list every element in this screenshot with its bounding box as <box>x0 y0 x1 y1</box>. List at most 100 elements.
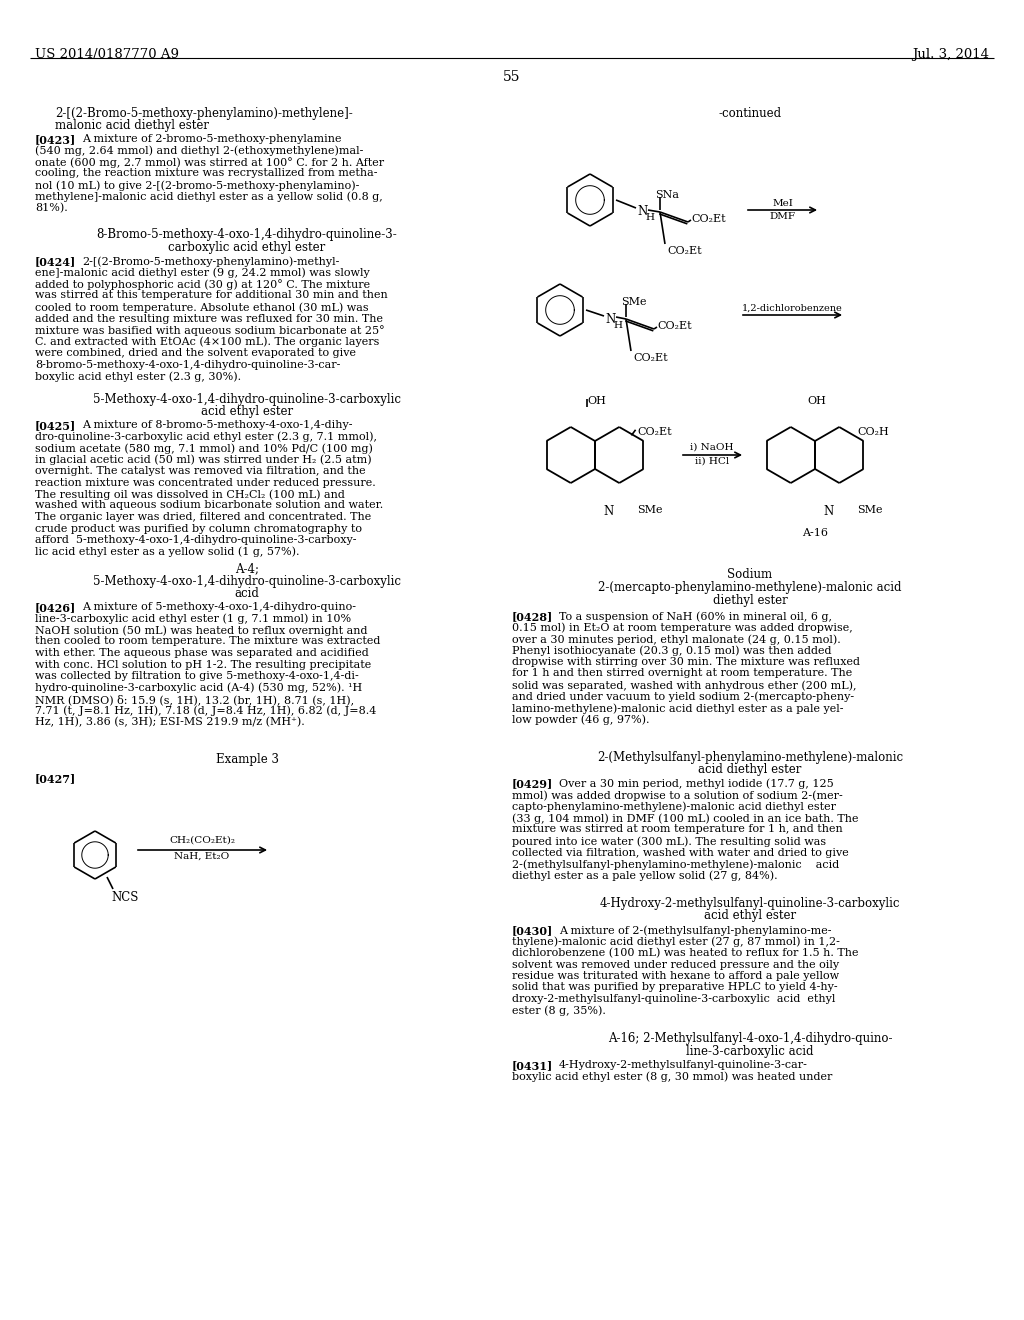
Text: N: N <box>823 506 834 519</box>
Text: sodium acetate (580 mg, 7.1 mmol) and 10% Pd/C (100 mg): sodium acetate (580 mg, 7.1 mmol) and 10… <box>35 444 373 454</box>
Text: acid ethyl ester: acid ethyl ester <box>703 909 796 923</box>
Text: Over a 30 min period, methyl iodide (17.7 g, 125: Over a 30 min period, methyl iodide (17.… <box>559 779 834 789</box>
Text: capto-phenylamino-methylene)-malonic acid diethyl ester: capto-phenylamino-methylene)-malonic aci… <box>512 801 836 812</box>
Text: mmol) was added dropwise to a solution of sodium 2-(mer-: mmol) was added dropwise to a solution o… <box>512 789 843 800</box>
Text: [0425]: [0425] <box>35 420 76 432</box>
Text: 5-Methoxy-4-oxo-1,4-dihydro-quinoline-3-carboxylic: 5-Methoxy-4-oxo-1,4-dihydro-quinoline-3-… <box>93 574 401 587</box>
Text: [0427]: [0427] <box>35 774 76 784</box>
Text: (540 mg, 2.64 mmol) and diethyl 2-(ethoxymethylene)mal-: (540 mg, 2.64 mmol) and diethyl 2-(ethox… <box>35 145 364 156</box>
Text: reaction mixture was concentrated under reduced pressure.: reaction mixture was concentrated under … <box>35 478 376 487</box>
Text: Hz, 1H), 3.86 (s, 3H); ESI-MS 219.9 m/z (MH⁺).: Hz, 1H), 3.86 (s, 3H); ESI-MS 219.9 m/z … <box>35 717 305 727</box>
Text: 2-(methylsulfanyl-phenylamino-methylene)-malonic    acid: 2-(methylsulfanyl-phenylamino-methylene)… <box>512 859 840 870</box>
Text: H: H <box>645 213 654 222</box>
Text: MeI: MeI <box>772 199 793 209</box>
Text: DMF: DMF <box>769 213 796 220</box>
Text: -continued: -continued <box>719 107 781 120</box>
Text: lic acid ethyl ester as a yellow solid (1 g, 57%).: lic acid ethyl ester as a yellow solid (… <box>35 546 299 557</box>
Text: i) NaOH: i) NaOH <box>690 444 734 451</box>
Text: for 1 h and then stirred overnight at room temperature. The: for 1 h and then stirred overnight at ro… <box>512 668 852 678</box>
Text: 0.15 mol) in Et₂O at room temperature was added dropwise,: 0.15 mol) in Et₂O at room temperature wa… <box>512 623 853 634</box>
Text: boxylic acid ethyl ester (8 g, 30 mmol) was heated under: boxylic acid ethyl ester (8 g, 30 mmol) … <box>512 1072 833 1082</box>
Text: A-4;: A-4; <box>234 562 259 576</box>
Text: NaOH solution (50 mL) was heated to reflux overnight and: NaOH solution (50 mL) was heated to refl… <box>35 624 368 635</box>
Text: low powder (46 g, 97%).: low powder (46 g, 97%). <box>512 714 649 725</box>
Text: The resulting oil was dissolved in CH₂Cl₂ (100 mL) and: The resulting oil was dissolved in CH₂Cl… <box>35 488 345 499</box>
Text: NMR (DMSO) δ: 15.9 (s, 1H), 13.2 (br, 1H), 8.71 (s, 1H),: NMR (DMSO) δ: 15.9 (s, 1H), 13.2 (br, 1H… <box>35 694 354 705</box>
Text: 55: 55 <box>503 70 521 84</box>
Text: H: H <box>613 321 622 330</box>
Text: A mixture of 8-bromo-5-methoxy-4-oxo-1,4-dihy-: A mixture of 8-bromo-5-methoxy-4-oxo-1,4… <box>82 420 352 430</box>
Text: [0424]: [0424] <box>35 256 76 267</box>
Text: A-16; 2-Methylsulfanyl-4-oxo-1,4-dihydro-quino-: A-16; 2-Methylsulfanyl-4-oxo-1,4-dihydro… <box>608 1032 892 1045</box>
Text: SMe: SMe <box>857 506 883 515</box>
Text: 8-bromo-5-methoxy-4-oxo-1,4-dihydro-quinoline-3-car-: 8-bromo-5-methoxy-4-oxo-1,4-dihydro-quin… <box>35 359 340 370</box>
Text: droxy-2-methylsulfanyl-quinoline-3-carboxylic  acid  ethyl: droxy-2-methylsulfanyl-quinoline-3-carbo… <box>512 994 836 1005</box>
Text: N: N <box>605 313 615 326</box>
Text: The organic layer was dried, filtered and concentrated. The: The organic layer was dried, filtered an… <box>35 512 372 521</box>
Text: 8-Bromo-5-methoxy-4-oxo-1,4-dihydro-quinoline-3-: 8-Bromo-5-methoxy-4-oxo-1,4-dihydro-quin… <box>96 228 397 242</box>
Text: 4-Hydroxy-2-methylsulfanyl-quinoline-3-car-: 4-Hydroxy-2-methylsulfanyl-quinoline-3-c… <box>559 1060 808 1071</box>
Text: 4-Hydroxy-2-methylsulfanyl-quinoline-3-carboxylic: 4-Hydroxy-2-methylsulfanyl-quinoline-3-c… <box>600 898 900 909</box>
Text: cooled to room temperature. Absolute ethanol (30 mL) was: cooled to room temperature. Absolute eth… <box>35 302 369 313</box>
Text: CO₂H: CO₂H <box>857 426 889 437</box>
Text: [0429]: [0429] <box>512 779 553 789</box>
Text: Example 3: Example 3 <box>215 752 279 766</box>
Text: OH: OH <box>587 396 606 407</box>
Text: thylene)-malonic acid diethyl ester (27 g, 87 mmol) in 1,2-: thylene)-malonic acid diethyl ester (27 … <box>512 936 840 946</box>
Text: Sodium: Sodium <box>727 568 772 581</box>
Text: 2-[(2-Bromo-5-methoxy-phenylamino)-methyl-: 2-[(2-Bromo-5-methoxy-phenylamino)-methy… <box>82 256 339 267</box>
Text: with ether. The aqueous phase was separated and acidified: with ether. The aqueous phase was separa… <box>35 648 369 657</box>
Text: [0426]: [0426] <box>35 602 76 612</box>
Text: mixture was stirred at room temperature for 1 h, and then: mixture was stirred at room temperature … <box>512 825 843 834</box>
Text: cooling, the reaction mixture was recrystallized from metha-: cooling, the reaction mixture was recrys… <box>35 169 378 178</box>
Text: washed with aqueous sodium bicarbonate solution and water.: washed with aqueous sodium bicarbonate s… <box>35 500 383 511</box>
Text: were combined, dried and the solvent evaporated to give: were combined, dried and the solvent eva… <box>35 348 356 358</box>
Text: line-3-carboxylic acid: line-3-carboxylic acid <box>686 1044 814 1057</box>
Text: A mixture of 2-(methylsulfanyl-phenylamino-me-: A mixture of 2-(methylsulfanyl-phenylami… <box>559 925 831 936</box>
Text: CO₂Et: CO₂Et <box>637 426 672 437</box>
Text: then cooled to room temperature. The mixture was extracted: then cooled to room temperature. The mix… <box>35 636 380 647</box>
Text: [0423]: [0423] <box>35 135 76 145</box>
Text: dro-quinoline-3-carboxylic acid ethyl ester (2.3 g, 7.1 mmol),: dro-quinoline-3-carboxylic acid ethyl es… <box>35 432 377 442</box>
Text: A mixture of 5-methoxy-4-oxo-1,4-dihydro-quino-: A mixture of 5-methoxy-4-oxo-1,4-dihydro… <box>82 602 356 612</box>
Text: dichlorobenzene (100 mL) was heated to reflux for 1.5 h. The: dichlorobenzene (100 mL) was heated to r… <box>512 948 858 958</box>
Text: acid diethyl ester: acid diethyl ester <box>698 763 802 776</box>
Text: with conc. HCl solution to pH 1-2. The resulting precipitate: with conc. HCl solution to pH 1-2. The r… <box>35 660 372 669</box>
Text: ester (8 g, 35%).: ester (8 g, 35%). <box>512 1006 606 1016</box>
Text: was stirred at this temperature for additional 30 min and then: was stirred at this temperature for addi… <box>35 290 388 301</box>
Text: To a suspension of NaH (60% in mineral oil, 6 g,: To a suspension of NaH (60% in mineral o… <box>559 611 831 622</box>
Text: residue was triturated with hexane to afford a pale yellow: residue was triturated with hexane to af… <box>512 972 839 981</box>
Text: overnight. The catalyst was removed via filtration, and the: overnight. The catalyst was removed via … <box>35 466 366 477</box>
Text: (33 g, 104 mmol) in DMF (100 mL) cooled in an ice bath. The: (33 g, 104 mmol) in DMF (100 mL) cooled … <box>512 813 858 824</box>
Text: diethyl ester: diethyl ester <box>713 594 787 607</box>
Text: OH: OH <box>807 396 826 407</box>
Text: 81%).: 81%). <box>35 203 68 214</box>
Text: SMe: SMe <box>621 297 646 308</box>
Text: hydro-quinoline-3-carboxylic acid (A-4) (530 mg, 52%). ¹H: hydro-quinoline-3-carboxylic acid (A-4) … <box>35 682 362 693</box>
Text: [0430]: [0430] <box>512 925 553 936</box>
Text: methylene]-malonic acid diethyl ester as a yellow solid (0.8 g,: methylene]-malonic acid diethyl ester as… <box>35 191 383 202</box>
Text: ene]-malonic acid diethyl ester (9 g, 24.2 mmol) was slowly: ene]-malonic acid diethyl ester (9 g, 24… <box>35 268 370 279</box>
Text: CO₂Et: CO₂Et <box>667 246 701 256</box>
Text: N: N <box>603 506 613 519</box>
Text: C. and extracted with EtOAc (4×100 mL). The organic layers: C. and extracted with EtOAc (4×100 mL). … <box>35 337 379 347</box>
Text: solid was separated, washed with anhydrous ether (200 mL),: solid was separated, washed with anhydro… <box>512 680 856 690</box>
Text: onate (600 mg, 2.7 mmol) was stirred at 100° C. for 2 h. After: onate (600 mg, 2.7 mmol) was stirred at … <box>35 157 384 168</box>
Text: 2-(Methylsulfanyl-phenylamino-methylene)-malonic: 2-(Methylsulfanyl-phenylamino-methylene)… <box>597 751 903 763</box>
Text: was collected by filtration to give 5-methoxy-4-oxo-1,4-di-: was collected by filtration to give 5-me… <box>35 671 358 681</box>
Text: NaH, Et₂O: NaH, Et₂O <box>174 851 229 861</box>
Text: CO₂Et: CO₂Et <box>633 352 668 363</box>
Text: nol (10 mL) to give 2-[(2-bromo-5-methoxy-phenylamino)-: nol (10 mL) to give 2-[(2-bromo-5-methox… <box>35 180 359 190</box>
Text: NCS: NCS <box>111 891 138 904</box>
Text: crude product was purified by column chromatography to: crude product was purified by column chr… <box>35 524 362 533</box>
Text: and dried under vacuum to yield sodium 2-(mercapto-pheny-: and dried under vacuum to yield sodium 2… <box>512 692 854 702</box>
Text: 7.71 (t, J=8.1 Hz, 1H), 7.18 (d, J=8.4 Hz, 1H), 6.82 (d, J=8.4: 7.71 (t, J=8.1 Hz, 1H), 7.18 (d, J=8.4 H… <box>35 705 377 715</box>
Text: US 2014/0187770 A9: US 2014/0187770 A9 <box>35 48 179 61</box>
Text: 5-Methoxy-4-oxo-1,4-dihydro-quinoline-3-carboxylic: 5-Methoxy-4-oxo-1,4-dihydro-quinoline-3-… <box>93 393 401 407</box>
Text: Jul. 3, 2014: Jul. 3, 2014 <box>912 48 989 61</box>
Text: over a 30 minutes period, ethyl malonate (24 g, 0.15 mol).: over a 30 minutes period, ethyl malonate… <box>512 634 841 644</box>
Text: CO₂Et: CO₂Et <box>691 214 726 224</box>
Text: SNa: SNa <box>655 190 679 201</box>
Text: afford  5-methoxy-4-oxo-1,4-dihydro-quinoline-3-carboxy-: afford 5-methoxy-4-oxo-1,4-dihydro-quino… <box>35 535 356 545</box>
Text: dropwise with stirring over 30 min. The mixture was refluxed: dropwise with stirring over 30 min. The … <box>512 657 860 667</box>
